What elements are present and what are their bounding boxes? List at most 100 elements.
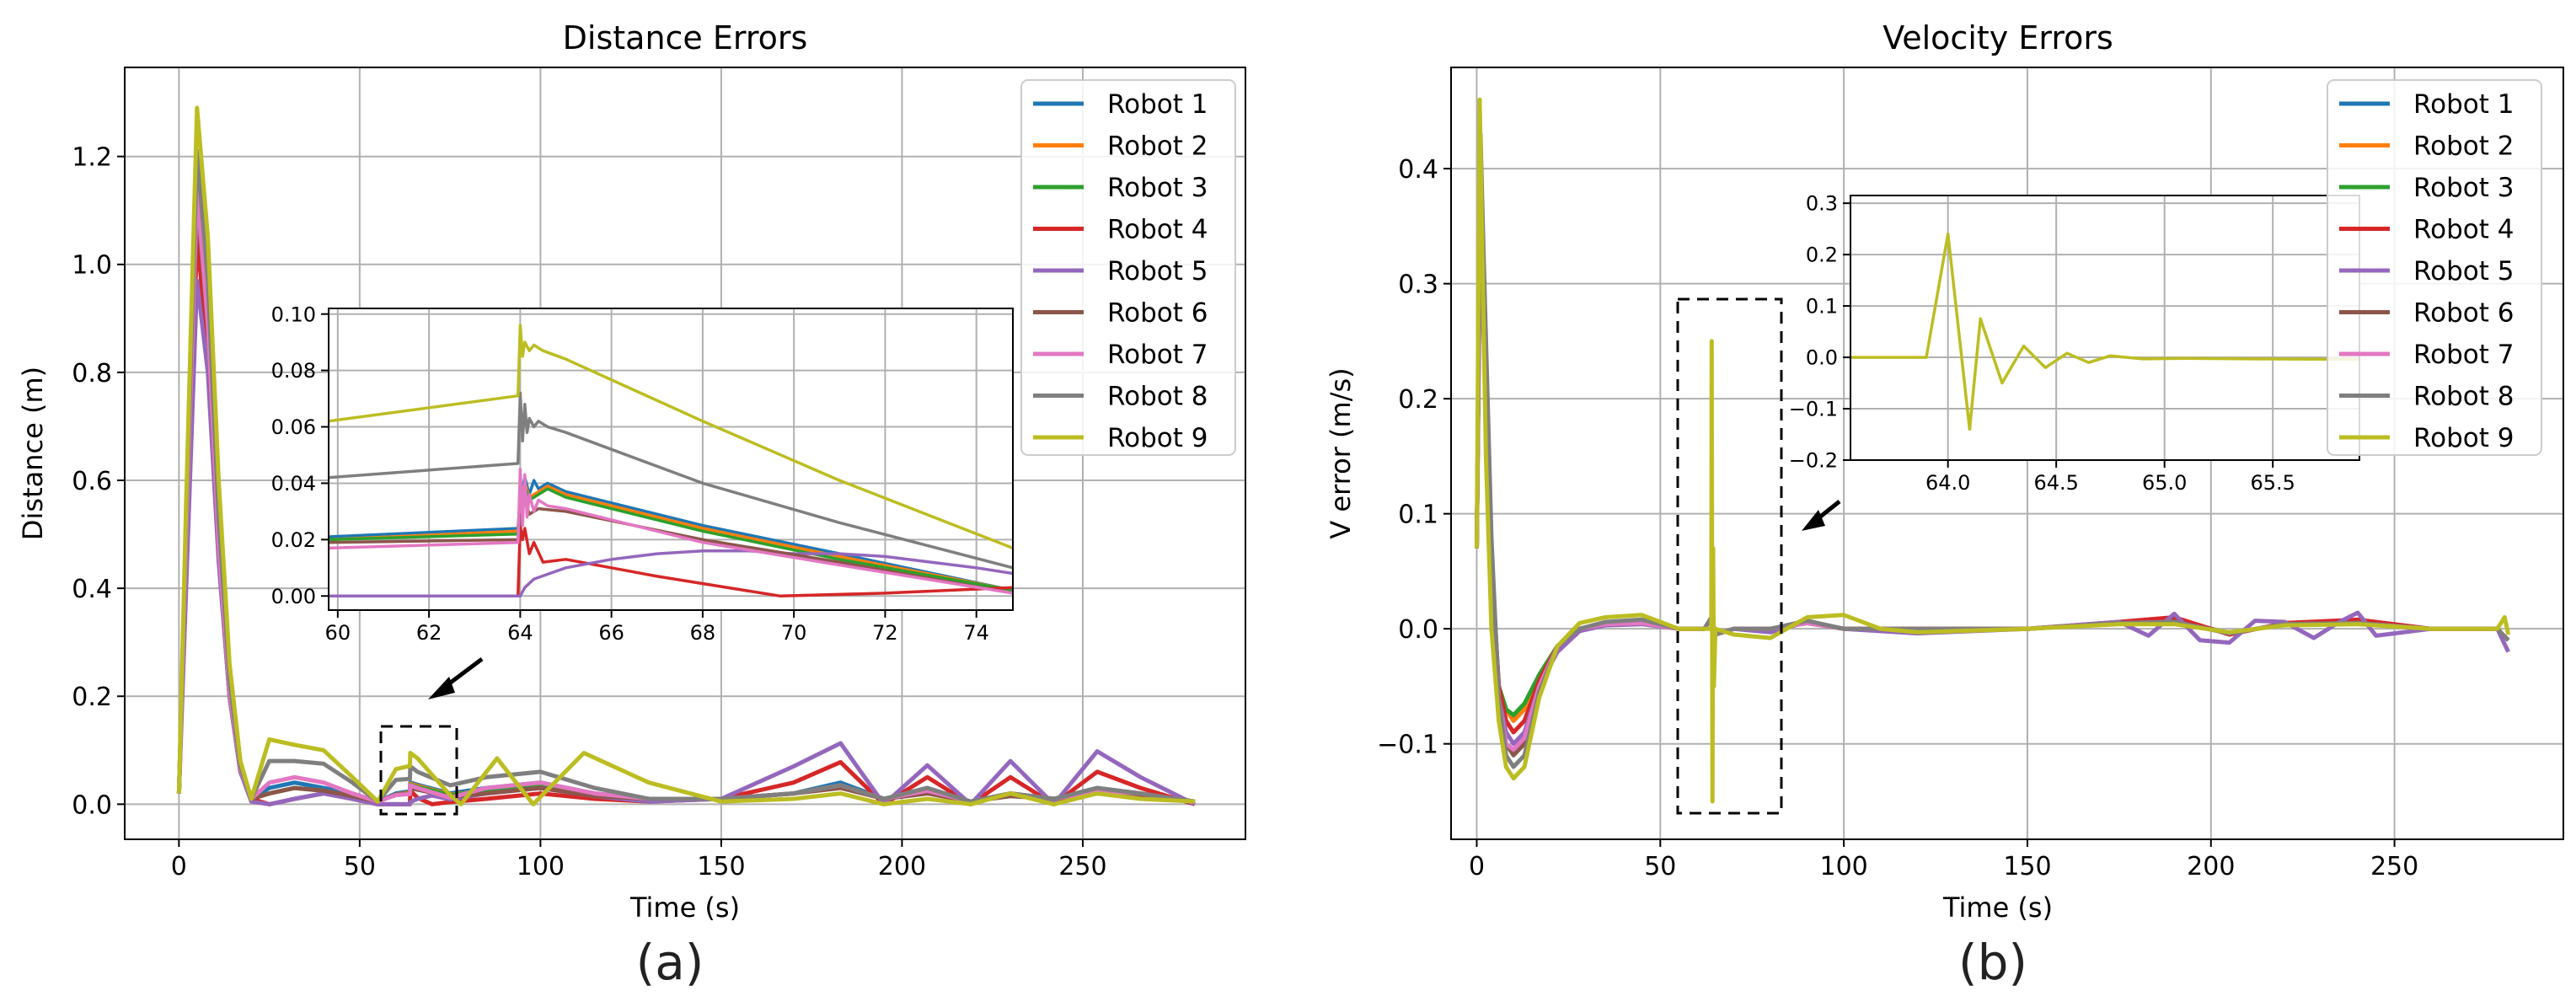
panel-b-xlabel: Time (s) bbox=[1942, 892, 2053, 924]
panel-a-ytick-label: 0.4 bbox=[72, 575, 112, 604]
panel-a-inset-series-robot-8 bbox=[329, 391, 1013, 570]
panel-a-legend-label-robot-2: Robot 2 bbox=[1107, 131, 1208, 162]
panel-a-inset-series-robot-7 bbox=[329, 467, 1013, 595]
panel-b-legend-box bbox=[2327, 79, 2542, 456]
panel-b-ylabel: V error (m/s) bbox=[1325, 367, 1357, 538]
panel-b-ticks: 0 50 100 150 200 250 −0.1 0.0 0.1 0.2 0.3 0.4 bbox=[1377, 155, 2418, 881]
panel-a-inset-xtick-label: 72 bbox=[872, 621, 898, 645]
panel-a-xtick-label: 200 bbox=[878, 852, 926, 881]
panel-b-xtick-label: 150 bbox=[2003, 852, 2051, 881]
panel-a-inset-xtick-label: 74 bbox=[963, 621, 989, 645]
panel-a-inset-xtick-label: 64 bbox=[507, 621, 533, 645]
panel-b-title: Velocity Errors bbox=[1882, 19, 2113, 56]
panel-a-legend-label-robot-8: Robot 8 bbox=[1107, 382, 1208, 412]
panel-a-ytick-label: 0.8 bbox=[72, 359, 112, 388]
panel-b-legend-label-robot-5: Robot 5 bbox=[2413, 256, 2514, 287]
panel-a-legend-label-robot-7: Robot 7 bbox=[1107, 340, 1208, 370]
panel-a-xtick-label: 150 bbox=[697, 852, 745, 881]
panel-b-inset-xtick-label: 65.0 bbox=[2142, 471, 2187, 495]
panel-b-ytick-label: 0.1 bbox=[1398, 501, 1438, 530]
panel-b-inset-xtick-label: 64.0 bbox=[1925, 471, 1970, 495]
panel-b-xtick-label: 0 bbox=[1469, 852, 1485, 881]
panel-b-plot-frame bbox=[1450, 67, 2564, 840]
panel-b-zoom-arrowhead bbox=[1802, 510, 1825, 531]
panel-b-xtick-label: 200 bbox=[2187, 852, 2235, 881]
panel-b-inset-ytick-label: 0.1 bbox=[1806, 295, 1838, 319]
panel-a-inset-ytick-label: 0.02 bbox=[271, 528, 316, 552]
panel-a-inset-series-robot-5 bbox=[329, 549, 1013, 598]
panel-b-series-robot-5 bbox=[1475, 212, 2510, 747]
panel-a-ylabel: Distance (m) bbox=[17, 367, 49, 540]
panel-a-inset-ytick-label: 0.04 bbox=[271, 472, 316, 495]
panel-a-series bbox=[176, 105, 1197, 806]
panel-a-legend-label-robot-1: Robot 1 bbox=[1107, 89, 1208, 120]
panel-b-legend-label-robot-8: Robot 8 bbox=[2413, 382, 2514, 412]
panel-a-inset-xtick-label: 60 bbox=[325, 621, 351, 645]
panel-b-legend-label-robot-1: Robot 1 bbox=[2413, 89, 2514, 120]
panel-a-legend-label-robot-3: Robot 3 bbox=[1107, 173, 1208, 203]
panel-b-xtick-label: 50 bbox=[1644, 852, 1676, 881]
panel-a-inset-ytick-label: 0.06 bbox=[271, 415, 316, 439]
panel-a-zoom-arrowhead bbox=[428, 677, 455, 699]
panel-b-xtick-label: 250 bbox=[2370, 852, 2418, 881]
panel-a-ytick-label: 1.0 bbox=[72, 251, 112, 281]
panel-b-legend-label-robot-6: Robot 6 bbox=[2413, 298, 2514, 329]
panel-b-ytick-label: 0.3 bbox=[1398, 270, 1438, 300]
panel-a-legend-label-robot-5: Robot 5 bbox=[1107, 256, 1208, 287]
panel-b-inset-ytick-label: −0.1 bbox=[1789, 398, 1838, 421]
panel-a-ytick-label: 0.0 bbox=[72, 790, 112, 820]
panel-b-legend-label-robot-7: Robot 7 bbox=[2413, 340, 2514, 370]
panel-b-inset-background bbox=[1850, 196, 2359, 460]
panel-b-inset-ticks: 64.0 64.5 65.0 65.5 −0.2 −0.1 0.0 0.1 0.2 0.3 bbox=[1789, 192, 2295, 495]
panel-a-legend-label-robot-9: Robot 9 bbox=[1107, 423, 1208, 453]
panel-a-inset-frame bbox=[328, 308, 1014, 611]
panel-b: Velocity Errors 0 50 100 150 200 250 −0.1 0.0 0.… bbox=[1325, 19, 2564, 991]
panel-a-inset-ytick-label: 0.00 bbox=[271, 585, 316, 608]
panel-b-legend-label-robot-2: Robot 2 bbox=[2413, 131, 2514, 162]
panel-b-series bbox=[1475, 97, 2511, 804]
panel-a-legend-label-robot-6: Robot 6 bbox=[1107, 298, 1208, 329]
panel-b-inset: 64.0 64.5 65.0 65.5 −0.2 −0.1 0.0 0.1 0.2 0.3 bbox=[1789, 192, 2360, 495]
panel-a-inset-series-robot-9 bbox=[329, 324, 1013, 550]
panel-b-legend-label-robot-9: Robot 9 bbox=[2413, 423, 2514, 453]
panel-b-inset-xtick-label: 64.5 bbox=[2033, 471, 2078, 495]
panel-a-inset-xtick-label: 70 bbox=[781, 621, 807, 645]
panel-b-inset-ytick-label: 0.0 bbox=[1806, 346, 1838, 370]
panel-a-inset-xtick-label: 68 bbox=[690, 621, 716, 645]
panel-a-legend: Robot 1 Robot 2 Robot 3 Robot 4 Robot 5 Robot… bbox=[1020, 79, 1236, 456]
panel-a-xlabel: Time (s) bbox=[629, 892, 740, 924]
panel-a-inset-ytick-label: 0.08 bbox=[271, 359, 316, 383]
panel-a: Distance Errors 0 50 100 150 200 250 0.0 0.2 0.4… bbox=[17, 19, 1246, 991]
panel-b-legend: Robot 1 Robot 2 Robot 3 Robot 4 Robot 5 Robot… bbox=[2327, 79, 2542, 456]
panel-a-legend-box bbox=[1020, 79, 1236, 456]
panel-b-ytick-label: 0.4 bbox=[1398, 155, 1438, 185]
panel-a-inset-xtick-label: 66 bbox=[598, 621, 624, 645]
panel-a-zoom-box bbox=[379, 725, 458, 816]
panel-a-xtick-label: 0 bbox=[171, 852, 187, 881]
panel-a-ytick-label: 0.2 bbox=[72, 683, 112, 712]
panel-a-inset-ytick-label: 0.10 bbox=[271, 303, 316, 326]
panel-a-title: Distance Errors bbox=[563, 19, 808, 56]
panel-b-legend-label-robot-3: Robot 3 bbox=[2413, 173, 2514, 203]
panel-b-ytick-label: −0.1 bbox=[1377, 731, 1438, 760]
panel-a-inset: 60 62 64 66 68 70 72 74 0.00 0.02 0.04 0.06 0.08 0.10 bbox=[271, 303, 1014, 645]
panel-a-xtick-label: 250 bbox=[1058, 852, 1106, 881]
panel-b-inset-series-robot-9 bbox=[1850, 232, 2359, 431]
panel-b-ytick-label: 0.0 bbox=[1398, 615, 1438, 645]
panel-b-xtick-label: 100 bbox=[1820, 852, 1868, 881]
panel-a-xtick-label: 100 bbox=[517, 852, 565, 881]
panel-a-series-robot-9 bbox=[176, 105, 1196, 806]
panel-a-plot-frame bbox=[124, 67, 1246, 840]
panel-a-ytick-label: 1.2 bbox=[72, 143, 112, 173]
panel-a-xtick-label: 50 bbox=[344, 852, 376, 881]
panel-a-label: (a) bbox=[636, 934, 704, 991]
panel-a-inset-series bbox=[329, 324, 1013, 598]
panel-b-inset-ytick-label: 0.2 bbox=[1806, 244, 1838, 267]
panel-b-zoom-box bbox=[1676, 297, 1783, 815]
panel-a-ytick-label: 0.6 bbox=[72, 467, 112, 496]
panel-b-series-robot-9 bbox=[1475, 97, 2511, 804]
panel-a-inset-xtick-label: 62 bbox=[416, 621, 442, 645]
panel-b-label: (b) bbox=[1958, 934, 2027, 991]
panel-b-ytick-label: 0.2 bbox=[1398, 385, 1438, 415]
